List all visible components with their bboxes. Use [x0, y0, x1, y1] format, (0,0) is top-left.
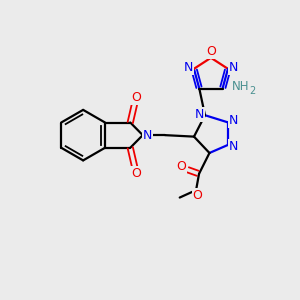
Text: O: O — [177, 160, 186, 173]
Text: N: N — [183, 61, 193, 74]
Text: O: O — [193, 189, 202, 202]
Text: N: N — [229, 140, 238, 153]
Text: O: O — [207, 45, 217, 58]
Text: N: N — [229, 114, 238, 128]
Text: 2: 2 — [250, 86, 256, 96]
Text: O: O — [131, 167, 141, 179]
Text: N: N — [195, 108, 204, 121]
Text: N: N — [229, 61, 239, 74]
Text: O: O — [131, 91, 141, 104]
Text: N: N — [142, 129, 152, 142]
Text: NH: NH — [232, 80, 250, 93]
